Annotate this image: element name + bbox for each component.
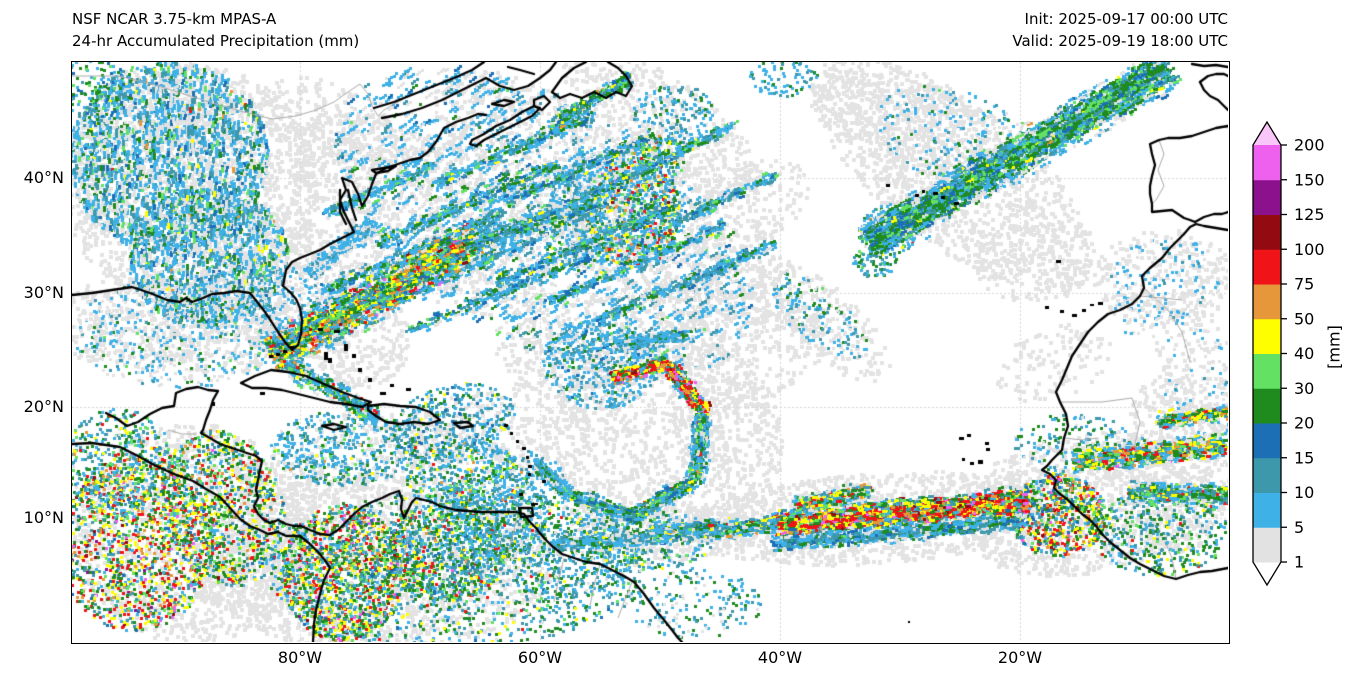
colorbar-tick-label: 200 [1294, 136, 1325, 155]
y-tick-label: 40°N [23, 168, 64, 187]
colorbar-segment [1253, 179, 1281, 215]
colorbar-segment [1253, 492, 1281, 528]
y-tick-label: 30°N [23, 283, 64, 302]
colorbar-tick-label: 15 [1294, 448, 1314, 467]
colorbar-segment [1253, 145, 1281, 181]
y-tick-label: 20°N [23, 397, 64, 416]
colorbar-segment [1253, 318, 1281, 354]
colorbar-segment [1253, 284, 1281, 320]
colorbar-tick-label: 1 [1294, 553, 1304, 572]
colorbar-segment [1253, 249, 1281, 285]
colorbar-segment [1253, 423, 1281, 459]
field-title: 24-hr Accumulated Precipitation (mm) [72, 32, 360, 50]
x-tick-label: 40°W [757, 648, 803, 667]
colorbar-segment [1253, 527, 1281, 563]
map-panel [71, 61, 1230, 644]
colorbar-tick-label: 10 [1294, 483, 1314, 502]
colorbar-tick-label: 75 [1294, 275, 1314, 294]
colorbar-segment [1253, 457, 1281, 493]
colorbar-segment [1253, 214, 1281, 250]
colorbar-segment [1253, 388, 1281, 424]
colorbar-tick-label: 100 [1294, 240, 1325, 259]
precipitation-map-canvas [72, 62, 1228, 642]
colorbar-tick-label: 40 [1294, 344, 1314, 363]
colorbar-tick-label: 20 [1294, 414, 1314, 433]
colorbar-tick-label: 5 [1294, 518, 1304, 537]
init-time: Init: 2025-09-17 00:00 UTC [1024, 10, 1228, 28]
time-info: Init: 2025-09-17 00:00 UTC Valid: 2025-09… [1012, 8, 1228, 52]
colorbar-tick-label: 150 [1294, 170, 1325, 189]
valid-time: Valid: 2025-09-19 18:00 UTC [1012, 32, 1228, 50]
colorbar-under-arrow [1253, 562, 1281, 585]
colorbar-tick-label: 50 [1294, 309, 1314, 328]
plot-title: NSF NCAR 3.75-km MPAS-A 24-hr Accumulated… [72, 8, 359, 52]
x-tick-label: 20°W [997, 648, 1043, 667]
x-tick-label: 80°W [277, 648, 323, 667]
colorbar-tick-label: 125 [1294, 205, 1325, 224]
x-tick-label: 60°W [517, 648, 563, 667]
model-title: NSF NCAR 3.75-km MPAS-A [72, 10, 277, 28]
colorbar-segment [1253, 353, 1281, 389]
colorbar-tick-label: 30 [1294, 379, 1314, 398]
colorbar-over-arrow [1253, 122, 1281, 145]
y-tick-label: 10°N [23, 508, 64, 527]
colorbar-units-label: [mm] [1324, 325, 1344, 369]
